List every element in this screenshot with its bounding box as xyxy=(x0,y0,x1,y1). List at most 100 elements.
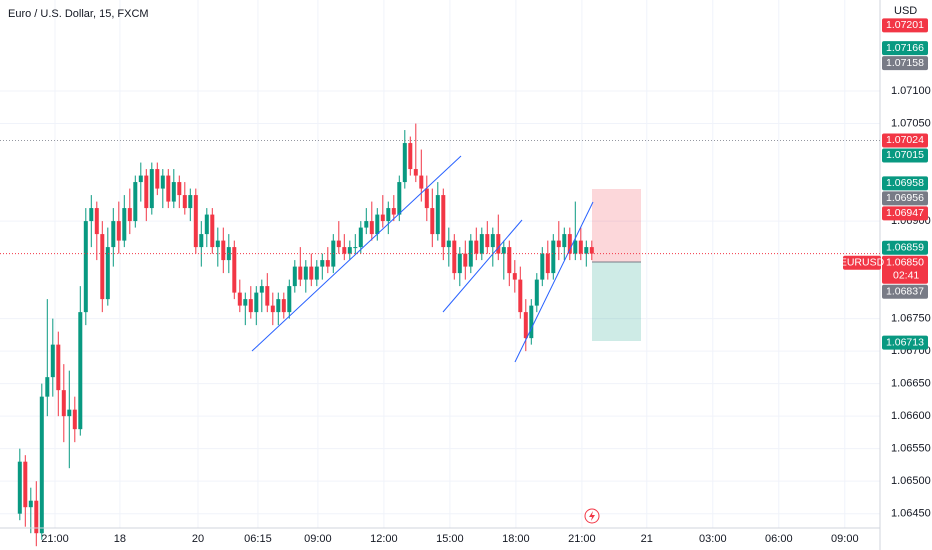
candle-body xyxy=(210,214,215,248)
candle-body xyxy=(39,396,44,534)
candle-body xyxy=(386,208,391,222)
x-tick-label: 21 xyxy=(641,533,653,545)
candle-body xyxy=(243,299,248,306)
candle-body xyxy=(61,390,66,417)
candle-body xyxy=(545,253,550,274)
grid xyxy=(0,0,880,528)
candle-body xyxy=(171,182,176,202)
x-tick-label: 18 xyxy=(114,533,126,545)
symbol-label: EURUSD xyxy=(840,257,885,269)
candle-body xyxy=(188,195,193,209)
symbol-tag xyxy=(843,255,881,270)
candle-body xyxy=(468,240,473,267)
candle-body xyxy=(182,195,187,209)
x-tick-label: 03:00 xyxy=(699,533,727,545)
candle-body xyxy=(111,221,116,248)
candle-body xyxy=(127,208,132,222)
candle-body xyxy=(441,195,446,248)
price-tag xyxy=(882,148,928,163)
candle-body xyxy=(463,253,468,267)
price-tag-label: 1.07015 xyxy=(886,149,924,161)
candle-body xyxy=(28,500,33,508)
candle-body xyxy=(589,247,594,254)
candle-body xyxy=(309,266,314,280)
candle-body xyxy=(34,500,39,534)
price-tag xyxy=(882,255,928,284)
candle-body xyxy=(490,234,495,248)
candle-body xyxy=(89,208,94,222)
candle-body xyxy=(435,195,440,235)
x-tick-label: 21:00 xyxy=(41,533,69,545)
trend-line[interactable] xyxy=(514,201,594,363)
candle-body xyxy=(193,195,198,248)
candle-body xyxy=(342,247,347,254)
candle-body xyxy=(155,169,160,189)
candle-body xyxy=(567,234,572,254)
candle-body xyxy=(149,169,154,209)
candle-body xyxy=(276,299,281,313)
price-tag-label: 1.06859 xyxy=(886,242,924,254)
drawings[interactable] xyxy=(251,155,594,363)
candle-body xyxy=(474,240,479,254)
price-tag-label: 1.07201 xyxy=(886,19,924,31)
trend-line[interactable] xyxy=(442,219,523,313)
y-tick-label: 1.06550 xyxy=(891,443,931,455)
candle-body xyxy=(133,182,138,222)
candle-body xyxy=(72,409,77,430)
y-tick-label: 1.07100 xyxy=(891,85,931,97)
candle-body xyxy=(67,409,72,417)
candle-body xyxy=(259,286,264,293)
y-tick-label: 1.06500 xyxy=(891,475,931,487)
price-tag-label: 1.06850 xyxy=(886,257,924,269)
candle-body xyxy=(122,208,127,241)
trend-line[interactable] xyxy=(251,155,462,352)
candle-body xyxy=(534,279,539,306)
chart-title: Euro / U.S. Dollar, 15, FXCM xyxy=(8,8,149,20)
candle-body xyxy=(397,182,402,215)
candle-body xyxy=(584,247,589,254)
candle-body xyxy=(556,240,561,248)
candle-body xyxy=(507,247,512,274)
candle-body xyxy=(23,461,28,508)
candle-body xyxy=(408,143,413,170)
price-tag-label: 1.07158 xyxy=(886,57,924,69)
candle-body xyxy=(320,260,325,267)
candle-body xyxy=(540,253,545,280)
candle-body xyxy=(17,461,22,514)
candle-body xyxy=(166,175,171,202)
x-tick-label: 21:00 xyxy=(568,533,596,545)
event-icon[interactable] xyxy=(584,508,600,524)
price-tag xyxy=(882,206,928,221)
candle-body xyxy=(254,292,259,313)
candle-body xyxy=(248,299,253,313)
target-zone[interactable] xyxy=(592,262,641,341)
candle-body xyxy=(199,234,204,248)
candle-body xyxy=(78,312,83,430)
y-tick-label: 1.07050 xyxy=(891,117,931,129)
candle-body xyxy=(364,221,369,228)
price-tag-label: 1.06947 xyxy=(886,207,924,219)
candle-body xyxy=(430,208,435,235)
candle-body xyxy=(116,221,121,241)
candle-body xyxy=(380,214,385,222)
candle-body xyxy=(353,247,358,249)
candle-body xyxy=(518,279,523,313)
candle-body xyxy=(578,240,583,254)
price-tag-label: 1.07166 xyxy=(886,42,924,54)
price-tag-label: 1.06713 xyxy=(886,336,924,348)
candle-body xyxy=(452,240,457,274)
x-tick-label: 06:00 xyxy=(765,533,793,545)
x-tick-label: 18:00 xyxy=(502,533,530,545)
stop-zone[interactable] xyxy=(592,189,641,262)
y-tick-label: 1.06750 xyxy=(891,313,931,325)
price-tag xyxy=(882,191,928,206)
candle-body xyxy=(50,344,55,378)
price-tag-label: 1.06958 xyxy=(886,177,924,189)
candle-body xyxy=(523,312,528,339)
price-tag xyxy=(882,56,928,71)
candle-body xyxy=(446,240,451,248)
candle-body xyxy=(496,234,501,254)
candle-body xyxy=(347,247,352,254)
price-tag xyxy=(882,41,928,56)
candle-body xyxy=(265,286,270,306)
